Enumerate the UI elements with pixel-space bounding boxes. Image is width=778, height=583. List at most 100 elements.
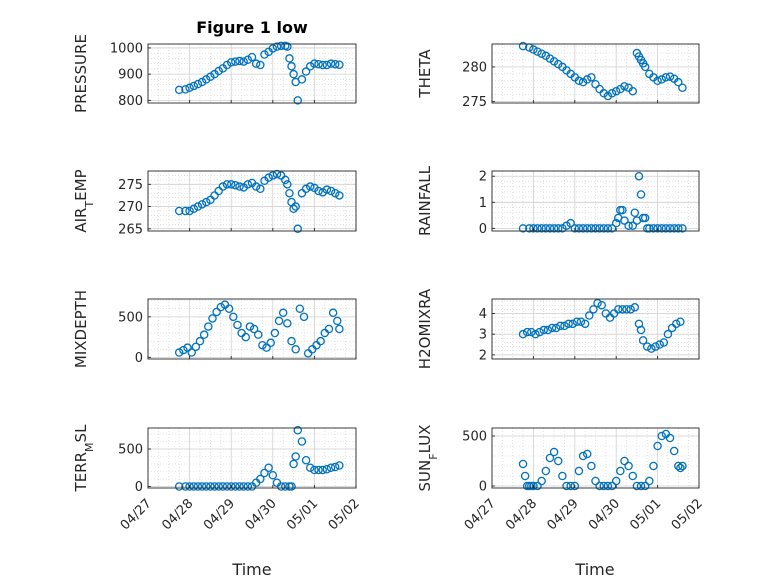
data-point bbox=[253, 330, 263, 339]
data-point bbox=[669, 224, 679, 233]
data-point bbox=[289, 69, 298, 79]
data-point bbox=[607, 481, 617, 491]
data-point bbox=[189, 482, 199, 491]
data-point bbox=[272, 42, 282, 51]
data-point bbox=[618, 305, 627, 314]
data-point bbox=[231, 180, 240, 190]
data-point bbox=[518, 41, 528, 51]
data-point bbox=[518, 224, 528, 233]
data-point bbox=[297, 75, 307, 84]
data-point bbox=[669, 446, 679, 456]
data-point bbox=[576, 317, 586, 327]
data-point bbox=[545, 224, 555, 233]
data-point bbox=[556, 321, 565, 331]
data-point bbox=[210, 482, 219, 491]
data-point bbox=[212, 307, 221, 317]
y-tick-label: 3 bbox=[479, 328, 487, 343]
data-point bbox=[678, 461, 687, 471]
data-point bbox=[185, 482, 194, 491]
data-point bbox=[653, 441, 662, 451]
data-point bbox=[195, 336, 205, 346]
data-point bbox=[283, 319, 292, 328]
axes-box bbox=[147, 43, 357, 104]
data-point bbox=[293, 224, 303, 234]
data-point bbox=[231, 482, 240, 491]
data-point bbox=[533, 47, 542, 56]
data-point bbox=[535, 327, 544, 337]
data-point bbox=[657, 431, 666, 441]
data-point bbox=[657, 75, 666, 84]
data-point bbox=[262, 343, 271, 352]
data-points bbox=[518, 429, 687, 491]
data-point bbox=[174, 482, 184, 491]
axes-box bbox=[491, 170, 700, 232]
data-point bbox=[201, 482, 211, 491]
data-point bbox=[243, 55, 253, 64]
data-point bbox=[258, 340, 267, 350]
data-points bbox=[518, 298, 685, 353]
data-point bbox=[283, 180, 292, 189]
grid bbox=[491, 170, 700, 231]
data-points bbox=[174, 300, 344, 358]
data-point bbox=[324, 324, 334, 334]
data-point bbox=[206, 482, 215, 491]
data-points bbox=[518, 41, 687, 101]
data-point bbox=[587, 224, 596, 233]
data-point bbox=[640, 62, 650, 72]
data-point bbox=[618, 205, 627, 215]
data-point bbox=[574, 224, 584, 233]
data-point bbox=[649, 461, 658, 471]
data-point bbox=[651, 342, 660, 351]
data-point bbox=[335, 324, 344, 334]
data-point bbox=[318, 465, 327, 475]
data-point bbox=[333, 316, 342, 326]
data-point bbox=[335, 191, 344, 200]
data-point bbox=[558, 471, 567, 481]
data-point bbox=[330, 59, 340, 69]
y-tick-label: 0 bbox=[479, 480, 487, 495]
data-point bbox=[276, 482, 286, 491]
data-point bbox=[291, 202, 300, 211]
data-point bbox=[216, 302, 226, 312]
data-point bbox=[549, 224, 559, 233]
data-point bbox=[634, 171, 644, 181]
axes-box bbox=[147, 170, 357, 232]
data-point bbox=[663, 329, 673, 339]
data-point bbox=[620, 216, 629, 225]
data-point bbox=[640, 481, 650, 491]
data-point bbox=[537, 476, 546, 486]
data-point bbox=[643, 342, 652, 351]
y-tick-label: 500 bbox=[462, 430, 487, 445]
data-point bbox=[624, 221, 633, 231]
data-point bbox=[235, 182, 244, 191]
data-point bbox=[229, 312, 238, 322]
y-axis-label: H2OMIXRA bbox=[416, 288, 434, 369]
data-point bbox=[276, 41, 286, 51]
data-point bbox=[251, 59, 261, 68]
data-point bbox=[330, 188, 340, 198]
y-axis-label: THETA bbox=[416, 49, 434, 99]
data-point bbox=[587, 73, 596, 82]
subplot-3: 265 270 275 AIRTEMP bbox=[72, 169, 357, 237]
data-point bbox=[328, 308, 338, 318]
data-point bbox=[322, 464, 332, 474]
data-point bbox=[582, 449, 592, 459]
data-point bbox=[653, 224, 662, 233]
data-point bbox=[533, 481, 542, 491]
data-point bbox=[518, 459, 528, 469]
data-point bbox=[316, 336, 325, 346]
data-point bbox=[591, 224, 600, 233]
data-point bbox=[281, 482, 290, 491]
data-point bbox=[574, 466, 584, 476]
data-point bbox=[553, 456, 563, 466]
data-point bbox=[285, 188, 294, 198]
data-point bbox=[607, 89, 617, 98]
data-point bbox=[582, 224, 592, 233]
y-axis-label: AIRTEMP bbox=[72, 169, 96, 232]
data-point bbox=[293, 96, 303, 105]
data-point bbox=[671, 319, 681, 329]
data-point bbox=[591, 80, 600, 89]
data-point bbox=[541, 224, 551, 233]
y-tick-label: 1000 bbox=[110, 41, 143, 56]
